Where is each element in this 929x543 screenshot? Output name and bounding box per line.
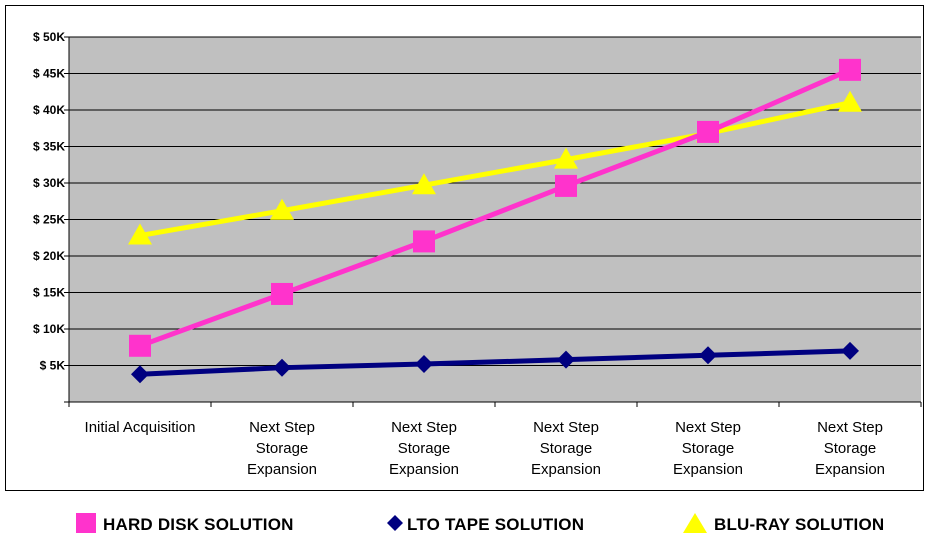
y-tick-label: $ 30K xyxy=(33,176,65,190)
data-point-hard-disk xyxy=(697,120,719,143)
series-line-hard-disk xyxy=(139,67,852,349)
data-point-hard-disk xyxy=(413,230,435,253)
y-tick-label: $ 25K xyxy=(33,213,65,227)
data-point-lto-tape xyxy=(557,350,575,369)
data-point-hard-disk xyxy=(129,334,151,357)
x-tick-label: Next Step Storage Expansion xyxy=(389,419,459,478)
line-chart: $ 5K $ 10K $ 15K $ 20K $ 25K $ 30K $ 35K $ 40K $… xyxy=(33,30,922,478)
data-point-hard-disk xyxy=(555,174,577,197)
legend-item-lto-tape: LTO TAPE SOLUTION xyxy=(386,510,584,540)
x-tick-label: Next Step Storage Expansion xyxy=(247,419,317,478)
data-point-blu-ray xyxy=(412,173,436,195)
legend-label-hard-disk: HARD DISK SOLUTION xyxy=(103,515,294,534)
series-line-blu-ray xyxy=(139,100,851,239)
data-point-blu-ray xyxy=(554,147,578,169)
x-tick-label: Next Step Storage Expansion xyxy=(531,419,601,478)
data-point-hard-disk xyxy=(271,282,293,305)
x-tick-label: Next Step Storage Expansion xyxy=(815,419,885,478)
legend-label-lto-tape: LTO TAPE SOLUTION xyxy=(407,515,585,534)
series-line-lto-tape xyxy=(139,348,851,377)
y-tick-label: $ 35K xyxy=(33,140,65,154)
y-tick-label: $ 20K xyxy=(33,249,65,263)
data-point-blu-ray xyxy=(838,90,862,112)
data-point-blu-ray xyxy=(128,223,152,245)
data-point-lto-tape xyxy=(699,346,717,365)
legend-item-hard-disk: HARD DISK SOLUTION xyxy=(75,510,294,540)
legend-triangle-marker-icon xyxy=(682,512,708,539)
legend-label-blu-ray: BLU-RAY SOLUTION xyxy=(714,515,885,534)
data-point-lto-tape xyxy=(841,341,859,360)
data-point-lto-tape xyxy=(131,365,149,384)
legend-square-marker-icon xyxy=(75,512,97,539)
x-tick-label: Initial Acquisition xyxy=(85,419,196,436)
y-tick-label: $ 15K xyxy=(33,286,65,300)
y-tick-label: $ 5K xyxy=(40,359,66,373)
legend-diamond-marker-icon xyxy=(386,514,404,537)
data-point-blu-ray xyxy=(270,198,294,220)
y-tick-label: $ 45K xyxy=(33,67,65,81)
x-tick-label: Next Step Storage Expansion xyxy=(673,419,743,478)
data-point-hard-disk xyxy=(839,58,861,81)
y-tick-label: $ 10K xyxy=(33,322,65,336)
legend-item-blu-ray: BLU-RAY SOLUTION xyxy=(682,510,884,540)
y-tick-label: $ 40K xyxy=(33,103,65,117)
data-point-lto-tape xyxy=(415,355,433,374)
chart-frame: $ 5K $ 10K $ 15K $ 20K $ 25K $ 30K $ 35K $ 40K $… xyxy=(5,5,924,491)
y-tick-label: $ 50K xyxy=(33,30,65,44)
legend: HARD DISK SOLUTION LTO TAPE SOLUTION BLU… xyxy=(0,510,929,543)
data-point-lto-tape xyxy=(273,358,291,377)
